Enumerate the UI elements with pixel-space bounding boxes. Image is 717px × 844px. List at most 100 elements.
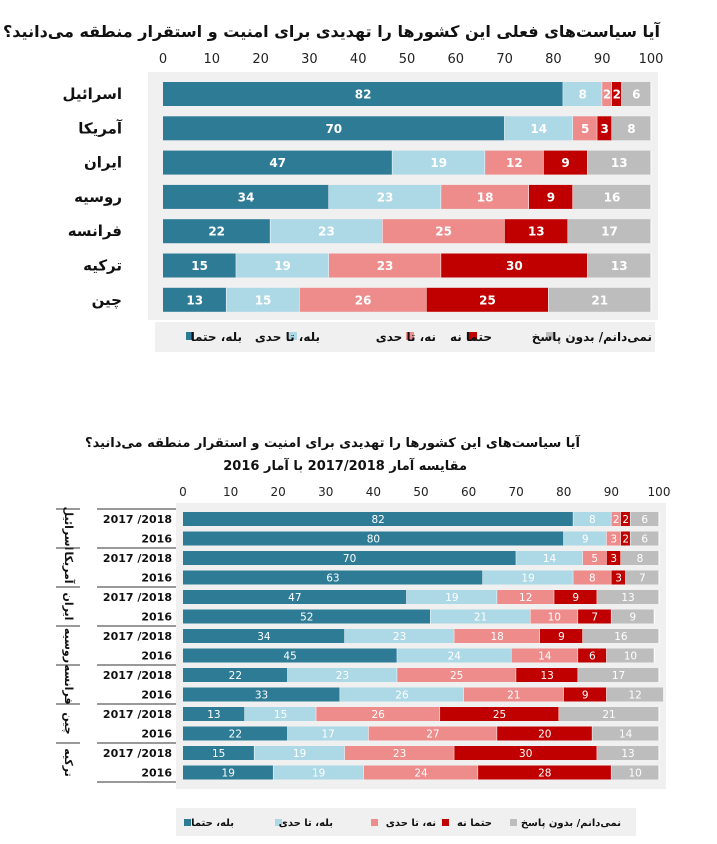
legend-swatch: [275, 819, 282, 826]
data-label: 80: [367, 534, 380, 546]
row-label: 2016: [141, 767, 172, 780]
bar-segment: [163, 82, 564, 106]
bar-segment: [582, 629, 659, 643]
bar-segment: [299, 287, 427, 312]
bar-segment: [368, 726, 498, 741]
data-label: 23: [318, 225, 335, 239]
data-label: 3: [610, 534, 617, 546]
data-label: 23: [377, 259, 394, 273]
category-label: آمریکا: [78, 119, 123, 137]
data-label: 47: [288, 592, 301, 604]
bar-segment: [316, 707, 441, 721]
data-label: 25: [479, 293, 496, 307]
data-label: 15: [191, 259, 208, 273]
data-label: 8: [579, 88, 587, 102]
row-label: 2016: [141, 572, 172, 585]
bar-segment: [625, 570, 659, 585]
bar-segment: [163, 253, 237, 278]
x-tick-label: 50: [399, 52, 416, 67]
legend-swatch: [510, 819, 517, 826]
bar-segment: [463, 687, 564, 702]
data-label: 19: [521, 573, 534, 585]
group-label: ترکیه: [62, 748, 75, 777]
data-label: 8: [589, 514, 596, 526]
legend-background: [176, 808, 636, 836]
row-label: 2016: [141, 689, 172, 702]
bar-segment: [183, 726, 288, 741]
data-label: 14: [619, 729, 633, 741]
bar-segment: [478, 765, 612, 780]
data-label: 5: [591, 553, 598, 565]
data-label: 9: [629, 612, 636, 624]
legend-label: نه، تا حدی: [376, 330, 436, 344]
bar-segment: [597, 746, 659, 760]
bar-segment: [516, 668, 579, 682]
data-label: 7: [639, 573, 646, 585]
bar-segment: [602, 82, 612, 106]
legend-label: بله، حتما: [190, 330, 242, 344]
data-label: 9: [561, 156, 569, 170]
data-label: 8: [637, 553, 644, 565]
x-tick-label: 70: [509, 485, 524, 499]
bar-segment: [530, 609, 579, 624]
group-label: آمریکا: [62, 551, 76, 583]
data-label: 3: [615, 573, 622, 585]
bar-segment: [559, 707, 659, 721]
data-label: 9: [572, 592, 579, 604]
data-label: 3: [600, 122, 608, 136]
data-label: 82: [371, 514, 384, 526]
data-label: 13: [621, 748, 634, 760]
bar-segment: [382, 219, 505, 244]
row-label: 2017 /2018: [103, 591, 172, 604]
legend-label: بله، تا حدی: [255, 330, 320, 344]
bar-segment: [611, 82, 622, 106]
bar-segment: [504, 116, 573, 141]
row-label: 2017 /2018: [103, 708, 172, 721]
bar-segment: [226, 287, 300, 312]
bar-segment: [606, 648, 655, 663]
legend-swatch: [289, 332, 297, 340]
legend-label: بله، تا حدی: [279, 818, 333, 829]
data-label: 21: [591, 293, 608, 307]
x-tick-label: 80: [556, 485, 571, 499]
category-label: فرانسه: [68, 222, 122, 240]
data-label: 8: [589, 573, 596, 585]
bar-segment: [441, 184, 529, 209]
data-label: 2: [613, 88, 621, 102]
bar-segment: [163, 287, 227, 312]
row-label: 2017 /2018: [103, 513, 172, 526]
bar-segment: [183, 746, 255, 760]
x-tick-label: 60: [461, 485, 476, 499]
bar-segment: [273, 765, 364, 780]
bar-segment: [183, 707, 245, 721]
group-label: فرانسه: [62, 665, 75, 705]
data-label: 10: [624, 651, 637, 663]
bar-segment: [516, 551, 583, 565]
data-label: 3: [610, 553, 617, 565]
data-label: 24: [414, 768, 428, 780]
legend-label: نمی‌دانم/ بدون پاسخ: [532, 330, 652, 345]
bar-segment: [397, 648, 512, 663]
bar-segment: [611, 116, 651, 141]
data-label: 5: [581, 122, 589, 136]
data-label: 18: [477, 190, 494, 204]
x-tick-label: 30: [301, 52, 318, 67]
row-label: 2016: [141, 728, 172, 741]
data-label: 16: [614, 631, 628, 643]
data-label: 10: [629, 768, 642, 780]
data-label: 19: [445, 592, 458, 604]
bar-segment: [236, 253, 329, 278]
chart-1: آیا سیاست‌های فعلی این کشورها را تهدیدی …: [0, 0, 717, 360]
data-label: 13: [207, 709, 220, 721]
legend-label: حتما نه: [450, 330, 492, 344]
bar-segment: [183, 609, 431, 624]
data-label: 13: [528, 225, 545, 239]
data-label: 27: [426, 729, 439, 741]
bar-segment: [554, 590, 598, 604]
data-label: 21: [507, 690, 520, 702]
bar-segment: [482, 570, 574, 585]
bar-segment: [587, 253, 651, 278]
bar-segment: [606, 687, 664, 702]
bar-segment: [254, 746, 345, 760]
bar-segment: [587, 150, 651, 175]
